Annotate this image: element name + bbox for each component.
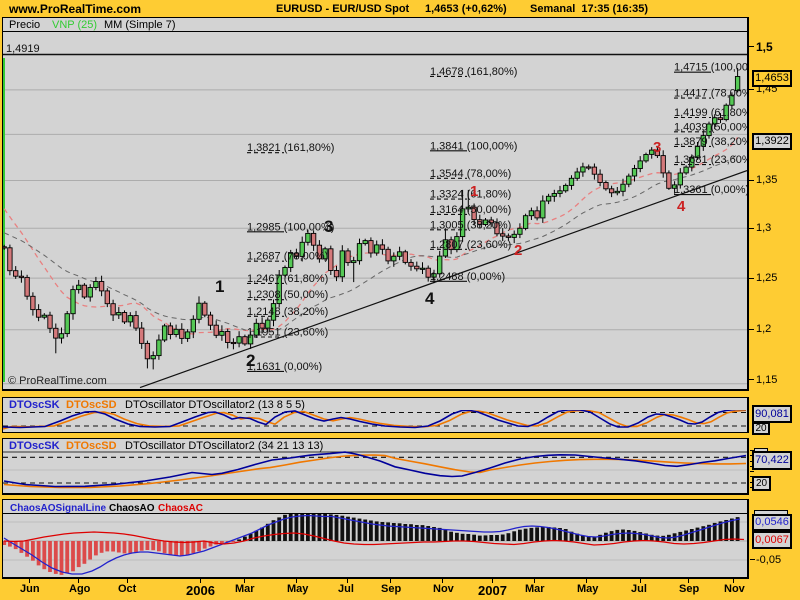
svg-text:4: 4 [425,289,435,308]
svg-text:1,3005 (38,20%): 1,3005 (38,20%) [430,219,511,231]
svg-text:1,3164 (50,00%): 1,3164 (50,00%) [430,204,511,216]
svg-text:1,3324 (61,80%): 1,3324 (61,80%) [430,189,511,201]
svg-text:1: 1 [470,183,478,200]
svg-text:1,2467 (61,80%): 1,2467 (61,80%) [247,273,328,285]
svg-text:1,4417 (78,00%): 1,4417 (78,00%) [674,88,747,100]
svg-text:1,3841 (100,00%): 1,3841 (100,00%) [430,140,517,152]
svg-text:1,4919: 1,4919 [6,43,40,55]
svg-text:3: 3 [653,139,661,156]
svg-text:1,2807 (23,60%): 1,2807 (23,60%) [430,239,511,251]
svg-text:4: 4 [677,198,686,215]
svg-text:1,3821 (161,80%): 1,3821 (161,80%) [247,142,334,154]
svg-text:1,2687 (78,00%): 1,2687 (78,00%) [247,251,328,263]
svg-text:1,2488 (0,00%): 1,2488 (0,00%) [430,271,505,283]
svg-text:1,3681 (23,60%): 1,3681 (23,60%) [674,154,747,166]
svg-text:1,2148 (38,20%): 1,2148 (38,20%) [247,306,328,318]
svg-text:1,4199 (61,80%): 1,4199 (61,80%) [674,107,747,119]
svg-text:1,3544 (78,00%): 1,3544 (78,00%) [430,168,511,180]
svg-text:1,4678 (161,80%): 1,4678 (161,80%) [430,66,517,78]
svg-text:1,1631 (0,00%): 1,1631 (0,00%) [247,361,322,373]
svg-text:1,3879 (38,20%): 1,3879 (38,20%) [674,136,747,148]
svg-text:1: 1 [215,277,224,296]
svg-text:1,4715 (100,00%): 1,4715 (100,00%) [674,62,747,74]
svg-text:1,1951 (23,60%): 1,1951 (23,60%) [247,327,328,339]
svg-text:1,2308 (50,00%): 1,2308 (50,00%) [247,289,328,301]
svg-text:2: 2 [246,351,255,370]
svg-text:1,3361 (0,00%): 1,3361 (0,00%) [674,184,747,196]
svg-text:3: 3 [324,217,333,236]
svg-text:1,2985 (100,00%): 1,2985 (100,00%) [247,221,334,233]
svg-text:2: 2 [514,242,522,259]
svg-text:© ProRealTime.com: © ProRealTime.com [8,375,107,387]
svg-text:1,4039 (50,00%): 1,4039 (50,00%) [674,121,747,133]
